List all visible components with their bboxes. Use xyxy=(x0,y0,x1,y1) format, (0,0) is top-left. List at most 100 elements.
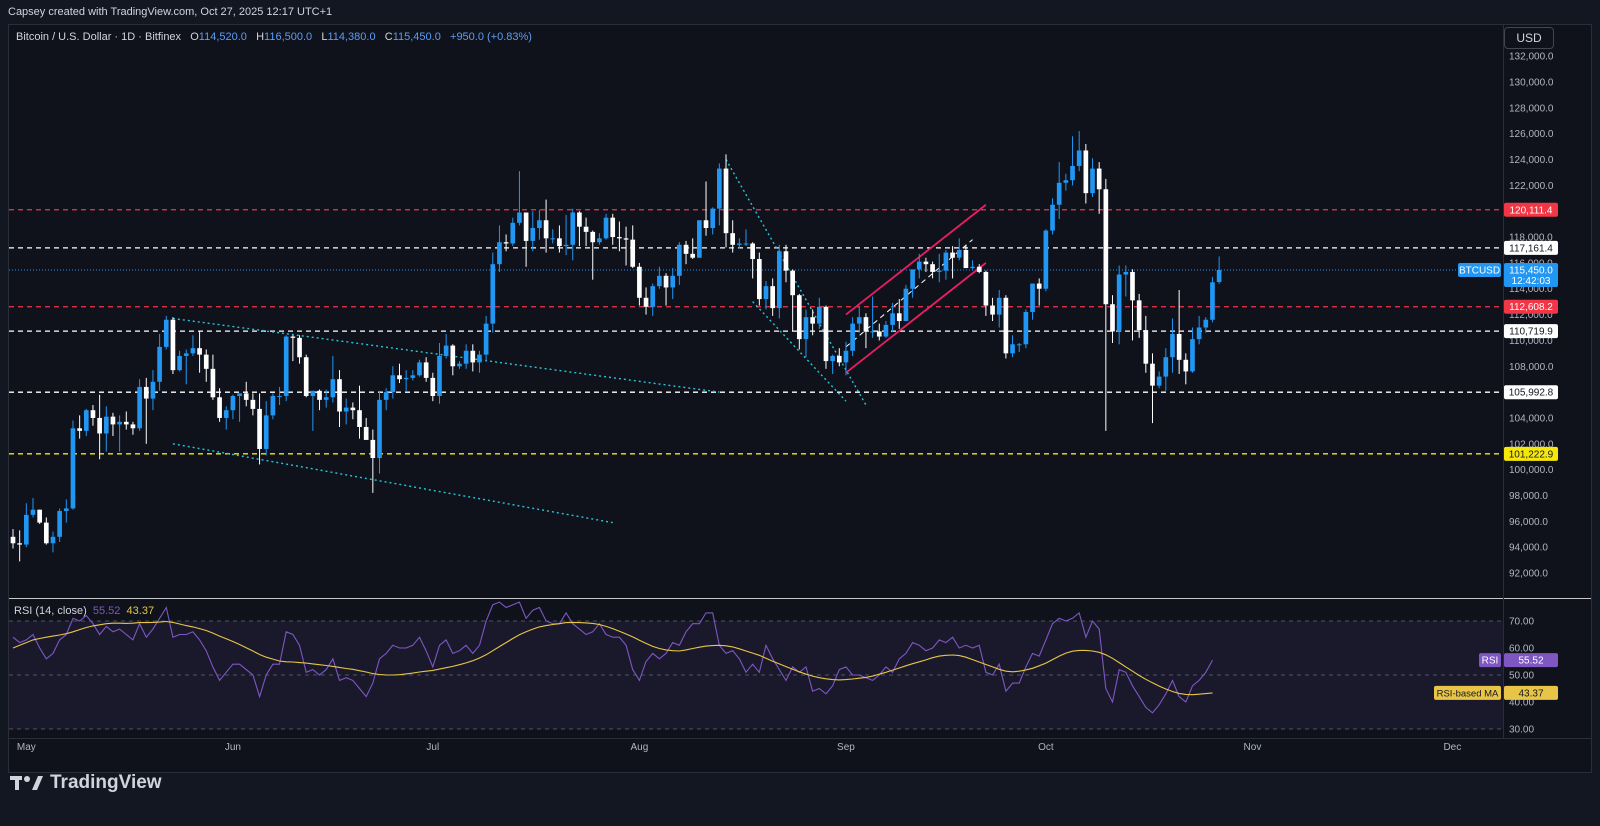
level-price-tag: 120,111.4 xyxy=(1504,202,1558,217)
candle-body xyxy=(303,357,309,396)
candle xyxy=(1076,131,1082,172)
channel-upper-line xyxy=(845,204,987,316)
candle-body xyxy=(410,375,416,378)
candle xyxy=(950,246,955,279)
candle-body xyxy=(650,286,656,307)
candle xyxy=(970,260,975,270)
candle xyxy=(863,313,869,349)
candle-body xyxy=(563,244,569,247)
candle-body xyxy=(1110,304,1115,332)
candle-body xyxy=(803,317,809,340)
brand-name: TradingView xyxy=(50,772,162,793)
candle-body xyxy=(850,323,855,351)
level-price-tag-text: 120,111.4 xyxy=(1509,205,1552,216)
candle-body xyxy=(657,275,662,287)
price-tick-label: 102,000.0 xyxy=(1509,439,1554,450)
candle xyxy=(836,348,842,367)
close-label: C xyxy=(384,31,393,43)
candle xyxy=(1016,343,1022,353)
candle-body xyxy=(623,238,629,240)
candle xyxy=(437,343,442,404)
currency-button[interactable]: USD xyxy=(1504,27,1554,49)
candle xyxy=(77,415,82,439)
candle xyxy=(377,390,382,474)
candle-body xyxy=(557,238,562,247)
candle xyxy=(283,335,289,402)
candle-body xyxy=(843,350,849,363)
candle-body xyxy=(177,355,182,371)
candle xyxy=(590,230,596,280)
rsi-value-tag: RSI 55.52 xyxy=(1479,653,1558,668)
candle xyxy=(650,283,656,316)
candle xyxy=(90,405,96,426)
candle xyxy=(150,370,156,411)
candle-body xyxy=(90,410,96,418)
level-price-tag-bg xyxy=(1504,240,1558,255)
candle-body xyxy=(503,242,509,244)
candle-body xyxy=(1076,150,1082,166)
candle xyxy=(996,290,1002,328)
candle xyxy=(223,406,229,430)
level-price-tag-bg xyxy=(1504,385,1558,400)
candle-body xyxy=(1096,168,1102,190)
candle xyxy=(303,354,309,398)
candle xyxy=(457,361,462,369)
candle-body xyxy=(70,428,76,509)
candle-body xyxy=(30,509,36,515)
chart-frame: 92,000.0 94,000.0 96,000.0 98,000.0 100,000.… xyxy=(8,24,1592,773)
candle-body xyxy=(1190,339,1195,372)
price-tick-label: 110,000.0 xyxy=(1509,336,1553,347)
candle-body xyxy=(17,543,22,545)
chart-svg[interactable]: 92,000.0 94,000.0 96,000.0 98,000.0 100,000.… xyxy=(9,25,1591,772)
candle xyxy=(737,238,742,249)
candle-body xyxy=(230,395,236,411)
candle-body xyxy=(237,393,242,396)
candle xyxy=(563,215,569,256)
candle xyxy=(1063,173,1069,191)
candle-body xyxy=(23,514,29,545)
candle-body xyxy=(430,377,436,396)
candle xyxy=(743,229,749,247)
price-tick-label: 100,000.0 xyxy=(1509,465,1554,476)
candle-body xyxy=(690,253,696,258)
candle-body xyxy=(717,168,722,209)
candle-body xyxy=(876,331,882,337)
candle-body xyxy=(1150,363,1155,386)
candle xyxy=(177,350,182,372)
candle xyxy=(237,393,242,422)
high-label: H xyxy=(256,31,265,43)
candle xyxy=(850,317,855,356)
candle xyxy=(803,309,809,358)
candle xyxy=(723,154,729,248)
candle-body xyxy=(983,271,989,306)
candle xyxy=(430,372,436,402)
candle xyxy=(483,315,489,362)
candle xyxy=(30,498,36,518)
candle xyxy=(403,370,409,391)
candle-body xyxy=(1176,333,1182,360)
candle-body xyxy=(890,313,895,325)
price-tick-label: 128,000.0 xyxy=(1509,103,1554,114)
candle-body xyxy=(836,355,842,363)
candlesticks xyxy=(10,131,1222,562)
candle xyxy=(1136,293,1142,338)
candle xyxy=(290,335,296,362)
candle xyxy=(776,244,782,319)
candle xyxy=(350,402,356,420)
candle xyxy=(497,225,502,272)
candle-body xyxy=(210,368,216,398)
candle-body xyxy=(137,386,142,429)
level-price-tag-text: 110,719.9 xyxy=(1509,327,1553,338)
candle xyxy=(463,344,469,369)
candle-body xyxy=(930,264,935,272)
candle xyxy=(230,394,236,420)
time-tick-label: Jun xyxy=(225,742,241,753)
candle xyxy=(50,531,56,553)
candle xyxy=(936,253,942,283)
rsi-series-line xyxy=(12,620,1213,696)
candle xyxy=(916,253,922,279)
candle-body xyxy=(397,375,402,380)
candle xyxy=(730,220,736,253)
candle-body xyxy=(816,306,822,324)
